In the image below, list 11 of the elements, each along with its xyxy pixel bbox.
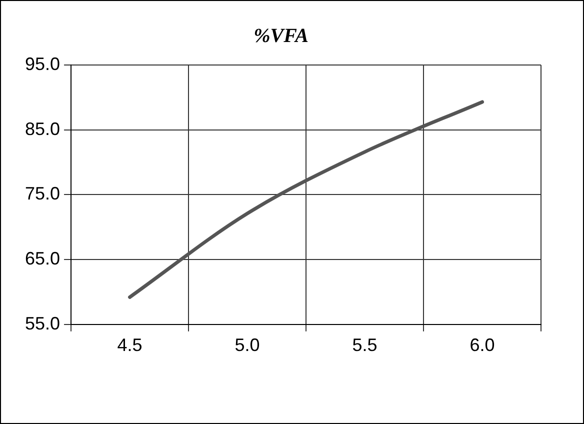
x-tick-label: 5.0: [234, 335, 260, 356]
x-tick-label: 4.5: [117, 335, 142, 356]
y-tick-label: 65.0: [24, 248, 60, 269]
x-tick-label: 6.0: [470, 335, 495, 356]
line-series: [128, 100, 484, 299]
chart-title: %VFA: [254, 25, 308, 48]
y-tick-label: 55.0: [24, 313, 60, 334]
y-tick-label: 85.0: [24, 118, 60, 139]
y-tick-label: 75.0: [24, 184, 60, 204]
y-tick-label: 95.0: [24, 54, 60, 74]
x-tick-label: 5.5: [352, 335, 378, 356]
